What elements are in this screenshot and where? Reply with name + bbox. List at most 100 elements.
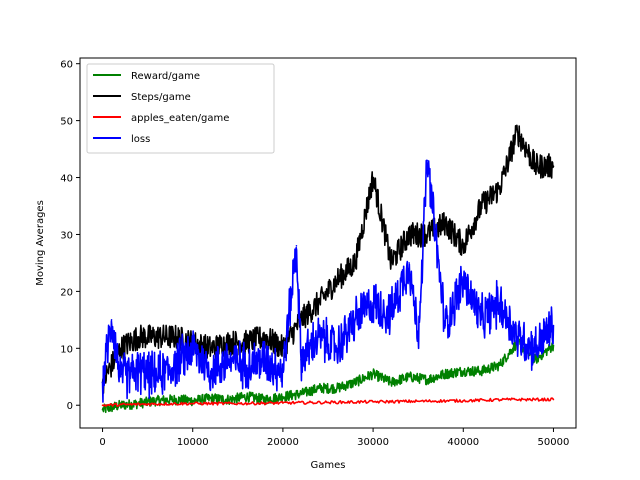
data-point xyxy=(282,347,284,350)
data-point xyxy=(372,176,374,179)
data-point xyxy=(318,387,320,389)
data-point xyxy=(228,398,230,401)
data-point xyxy=(516,131,519,133)
legend-label-apples: apples_eaten/game xyxy=(131,113,229,124)
data-point xyxy=(101,408,104,411)
data-point xyxy=(228,341,230,344)
x-axis-ticks: 0 10000 20000 30000 40000 50000 xyxy=(99,428,569,448)
data-point xyxy=(137,336,140,338)
series-line-loss xyxy=(101,159,555,403)
data-point xyxy=(516,336,519,338)
data-point xyxy=(191,402,194,405)
data-point xyxy=(119,347,122,350)
data-point xyxy=(300,358,302,361)
x-tick-label: 50000 xyxy=(538,437,570,448)
y-tick-label: 40 xyxy=(60,174,73,185)
data-point xyxy=(462,279,465,281)
data-point xyxy=(552,165,555,167)
plot-frame xyxy=(79,57,577,429)
y-tick-label: 10 xyxy=(60,344,73,355)
data-point xyxy=(408,375,410,378)
data-point xyxy=(336,347,338,350)
data-point xyxy=(534,347,537,350)
data-point xyxy=(173,364,176,367)
data-point xyxy=(318,301,320,304)
data-point xyxy=(173,336,176,338)
data-point xyxy=(372,401,374,403)
data-point xyxy=(552,324,555,327)
data-point xyxy=(101,404,104,407)
data-point xyxy=(390,262,392,264)
legend-label-reward: Reward/game xyxy=(131,71,200,82)
data-point xyxy=(155,375,158,378)
x-tick-label: 40000 xyxy=(447,437,479,448)
data-point xyxy=(498,188,501,190)
data-point xyxy=(390,381,392,384)
data-point xyxy=(480,205,483,207)
data-point xyxy=(444,373,447,375)
data-point xyxy=(444,324,447,327)
data-point xyxy=(264,336,266,338)
data-point xyxy=(327,401,329,404)
legend-label-steps: Steps/game xyxy=(131,92,191,103)
data-point xyxy=(264,358,266,361)
data-point xyxy=(498,301,501,304)
data-point xyxy=(191,399,194,402)
data-point xyxy=(146,403,149,405)
data-point xyxy=(507,398,510,401)
data-point xyxy=(417,336,419,338)
data-point xyxy=(110,319,113,321)
data-point xyxy=(209,347,212,350)
data-point xyxy=(191,347,194,350)
data-point xyxy=(462,370,465,372)
data-point xyxy=(417,400,419,403)
data-point xyxy=(295,245,298,247)
legend-label-loss: loss xyxy=(131,134,150,145)
data-point xyxy=(552,398,555,401)
y-tick-label: 30 xyxy=(60,230,73,241)
data-point xyxy=(228,358,230,361)
data-point xyxy=(462,399,465,402)
data-point xyxy=(426,159,429,162)
y-tick-label: 0 xyxy=(67,401,73,412)
data-point xyxy=(246,341,248,344)
data-point xyxy=(336,387,338,389)
data-point xyxy=(480,370,483,372)
legend: Reward/game Steps/game apples_eaten/game… xyxy=(86,63,275,154)
data-point xyxy=(444,222,447,224)
x-tick-label: 0 xyxy=(99,437,105,448)
data-point xyxy=(237,402,239,405)
data-point xyxy=(426,378,429,381)
x-tick-label: 30000 xyxy=(357,437,389,448)
y-axis-label: Moving Averages xyxy=(35,200,46,286)
data-point xyxy=(137,370,140,372)
data-point xyxy=(372,301,374,304)
data-point xyxy=(408,262,410,264)
legend-box xyxy=(86,63,275,154)
data-point xyxy=(209,397,212,400)
x-tick-label: 20000 xyxy=(267,437,299,448)
data-point xyxy=(354,262,356,264)
data-point xyxy=(354,319,356,321)
data-point xyxy=(390,313,392,315)
x-axis-label: Games xyxy=(311,460,346,471)
data-point xyxy=(155,336,158,338)
data-point xyxy=(552,344,555,347)
data-point xyxy=(282,370,284,372)
data-point xyxy=(372,373,374,375)
data-point xyxy=(282,402,284,404)
y-tick-label: 60 xyxy=(60,60,73,71)
data-point xyxy=(101,381,104,384)
data-point xyxy=(336,279,338,281)
data-point xyxy=(408,233,410,236)
data-point xyxy=(498,364,501,367)
y-axis-ticks: 0 10 20 30 40 50 60 xyxy=(60,60,80,412)
data-point xyxy=(462,245,465,247)
series-line-reward-game xyxy=(101,337,555,414)
data-point xyxy=(318,336,320,338)
data-point xyxy=(155,399,158,402)
data-point xyxy=(426,233,429,236)
data-point xyxy=(246,364,248,367)
x-tick-label: 10000 xyxy=(177,437,209,448)
